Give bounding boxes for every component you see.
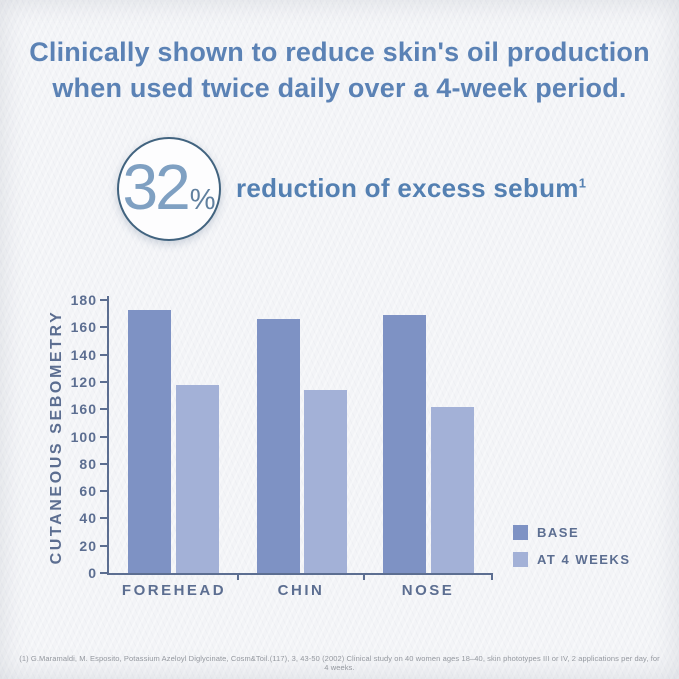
legend-item-at-4-weeks: AT 4 WEEKS bbox=[513, 552, 631, 567]
x-label-forehead: FOREHEAD bbox=[121, 582, 227, 599]
footnote: (1) G.Maramaldi, M. Esposito, Potassium … bbox=[19, 654, 660, 672]
stat-label: reduction of excess sebum1 bbox=[236, 173, 586, 204]
headline: Clinically shown to reduce skin's oil pr… bbox=[0, 34, 679, 106]
x-label-nose: NOSE bbox=[401, 582, 455, 599]
bar-at-4-weeks-nose bbox=[431, 406, 474, 573]
y-axis-line bbox=[107, 296, 109, 575]
y-tick-mark bbox=[100, 408, 108, 411]
x-axis-line bbox=[107, 573, 493, 575]
y-tick-label: 20 bbox=[79, 537, 97, 554]
y-tick-label: 180 bbox=[70, 292, 97, 308]
bar-base-chin bbox=[257, 319, 300, 573]
y-tick-mark bbox=[100, 517, 108, 520]
y-tick-label: 80 bbox=[79, 455, 97, 472]
y-tick-mark bbox=[100, 353, 108, 356]
bar-base-forehead bbox=[128, 309, 171, 573]
y-tick-label: 100 bbox=[70, 428, 97, 445]
x-tick-mark bbox=[363, 575, 365, 580]
y-tick-mark bbox=[100, 490, 108, 493]
legend-item-base: BASE bbox=[513, 525, 579, 540]
percent-sign: % bbox=[189, 184, 216, 216]
y-tick-label: 160 bbox=[70, 401, 97, 418]
y-tick-label: 140 bbox=[70, 346, 97, 363]
headline-line1: Clinically shown to reduce skin's oil pr… bbox=[29, 37, 650, 67]
y-tick-mark bbox=[100, 326, 108, 329]
x-label-chin: CHIN bbox=[277, 582, 325, 599]
y-tick-label: 120 bbox=[70, 373, 97, 390]
y-tick-label: 160 bbox=[70, 319, 97, 336]
y-tick-label: 60 bbox=[79, 483, 97, 500]
y-tick-mark bbox=[100, 462, 108, 465]
bar-base-nose bbox=[383, 315, 426, 573]
y-tick-mark bbox=[100, 572, 108, 574]
y-tick-label: 0 bbox=[88, 565, 97, 581]
y-tick-mark bbox=[100, 435, 108, 438]
legend-label: AT 4 WEEKS bbox=[537, 552, 631, 567]
headline-line2: when used twice daily over a 4-week peri… bbox=[52, 73, 627, 103]
legend-swatch-icon bbox=[513, 525, 528, 540]
y-tick-mark bbox=[100, 299, 108, 301]
stat-circle: 32 % bbox=[117, 137, 221, 241]
x-tick-mark bbox=[237, 575, 239, 580]
y-tick-label: 40 bbox=[79, 510, 97, 527]
x-tick-mark bbox=[491, 575, 493, 580]
stat-label-text: reduction of excess sebum bbox=[236, 173, 579, 203]
y-tick-mark bbox=[100, 544, 108, 547]
bar-at-4-weeks-chin bbox=[304, 390, 347, 573]
legend-label: BASE bbox=[537, 525, 580, 540]
legend-swatch-icon bbox=[513, 552, 528, 567]
y-tick-mark bbox=[100, 380, 108, 383]
stat-value: 32 bbox=[122, 151, 191, 223]
bar-at-4-weeks-forehead bbox=[176, 384, 219, 573]
stat-footnote-marker: 1 bbox=[578, 175, 587, 191]
